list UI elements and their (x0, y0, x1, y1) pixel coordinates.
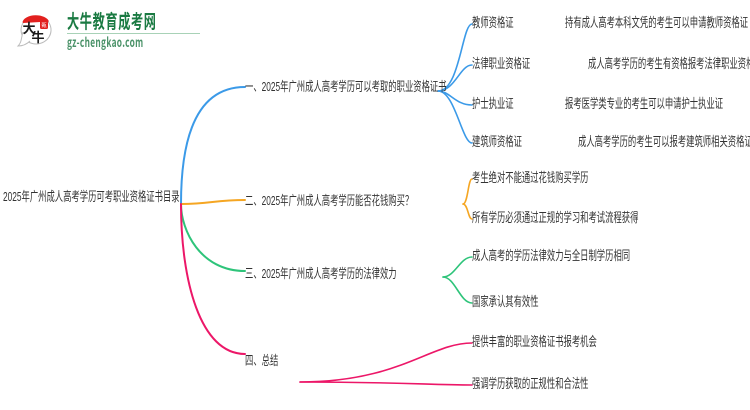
svg-text:牛: 牛 (31, 27, 44, 46)
